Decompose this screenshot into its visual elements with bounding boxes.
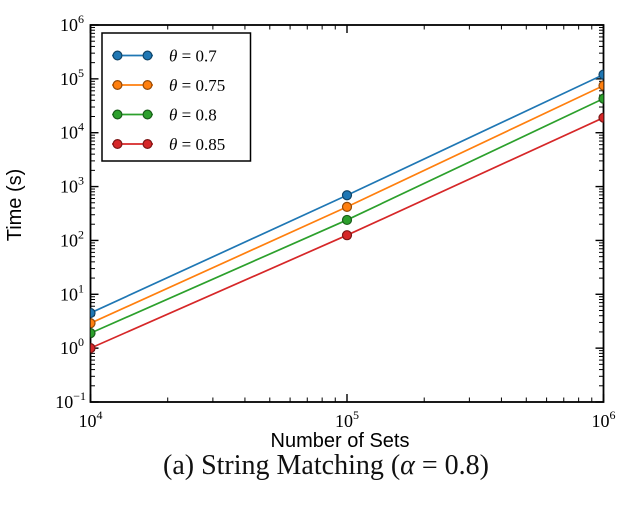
legend-label: θ = 0.85	[169, 135, 225, 154]
tick-label: 102	[60, 227, 84, 250]
legend-marker	[142, 50, 153, 61]
caption-alpha-symbol: α	[400, 450, 415, 481]
data-point	[341, 201, 353, 212]
legend-box	[101, 32, 252, 162]
tick-label: 10−1	[55, 389, 86, 412]
series-group	[90, 69, 604, 354]
tick-label: 101	[60, 281, 84, 304]
data-point	[90, 318, 96, 329]
caption-suffix: = 0.8)	[414, 450, 489, 481]
legend-label: θ = 0.75	[169, 76, 225, 95]
tick-label: 105	[335, 408, 359, 431]
data-point	[341, 230, 353, 241]
data-point	[90, 307, 96, 319]
legend-label: θ = 0.8	[169, 106, 217, 125]
data-point	[341, 214, 353, 226]
data-point	[341, 190, 353, 201]
x-axis-title: Number of Sets	[271, 430, 410, 452]
data-point	[598, 93, 604, 104]
figure-caption: (a) String Matching (α = 0.8)	[0, 450, 630, 482]
tick-label: 104	[60, 120, 84, 143]
caption-prefix: (a) String Matching (	[163, 450, 401, 481]
tick-label: 106	[60, 12, 84, 35]
data-point	[90, 328, 96, 339]
tick-label: 106	[592, 408, 616, 431]
legend-marker	[112, 139, 123, 150]
chart-canvas: Time (s) Number of Sets 104 105 1061061051…	[4, 12, 616, 452]
legend-marker	[112, 109, 123, 120]
legend-marker	[142, 79, 153, 90]
tick-label: 100	[60, 335, 84, 358]
legend-marker	[142, 109, 153, 120]
tick-label: 104	[79, 408, 103, 431]
legend-marker	[112, 79, 123, 90]
data-point	[598, 69, 604, 80]
data-point	[90, 343, 96, 354]
legend-label: θ = 0.7	[169, 47, 217, 66]
legend: θ = 0.7 θ = 0.75 θ = 0.8 θ = 0.85	[101, 32, 252, 162]
data-point	[598, 80, 604, 91]
tick-label: 105	[60, 66, 84, 89]
legend-marker	[112, 50, 123, 61]
axes: 104 105 106 106 105 104 103 102 101 100 10−1	[55, 12, 615, 431]
plot-border	[89, 24, 605, 403]
legend-marker	[142, 139, 153, 150]
tick-label: 103	[60, 174, 84, 197]
data-point	[598, 112, 604, 123]
y-axis-title: Time (s)	[4, 169, 26, 242]
